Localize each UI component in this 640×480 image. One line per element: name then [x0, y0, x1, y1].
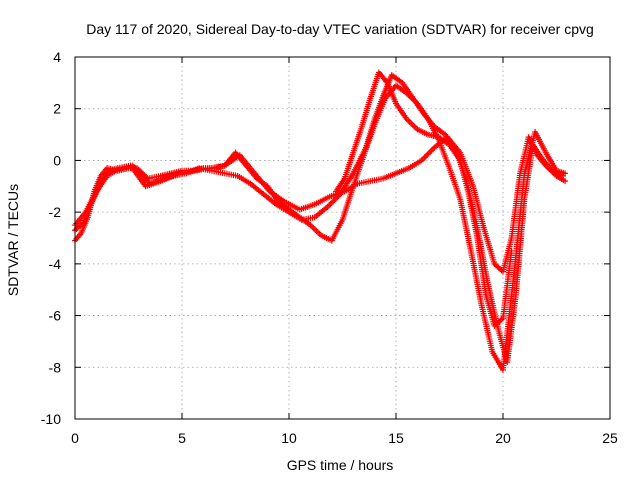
grid-lines — [75, 57, 610, 419]
data-points — [72, 69, 569, 373]
data-point — [508, 247, 515, 254]
y-tick-label: -2 — [49, 204, 62, 220]
series-track-2 — [72, 72, 566, 366]
data-point-interp — [430, 145, 437, 152]
y-tick-label: 2 — [53, 101, 61, 117]
data-point-interp — [424, 151, 431, 158]
y-tick-label: 0 — [53, 152, 61, 168]
x-tick-label: 10 — [281, 430, 297, 446]
data-point-interp — [425, 150, 432, 157]
data-point-interp — [427, 148, 434, 155]
data-point-interp — [327, 201, 334, 208]
chart-title: Day 117 of 2020, Sidereal Day-to-day VTE… — [86, 21, 594, 37]
y-tick-label: 4 — [53, 49, 61, 65]
data-point-interp — [331, 196, 338, 203]
data-point — [562, 178, 569, 185]
x-tick-label: 25 — [602, 430, 618, 446]
x-tick-label: 20 — [495, 430, 511, 446]
axis-ticks: 0 5 10 15 20 25 -10 -8 -6 -4 -2 0 2 4 — [41, 49, 618, 446]
data-point-interp — [428, 147, 435, 154]
data-point-interp — [325, 202, 332, 209]
y-axis-label: SDTVAR / TECUs — [5, 184, 21, 296]
x-axis-label: GPS time / hours — [287, 457, 394, 473]
y-tick-label: -6 — [49, 308, 62, 324]
y-tick-label: -8 — [49, 359, 62, 375]
data-point-interp — [330, 198, 337, 205]
data-point-interp — [328, 199, 335, 206]
x-tick-label: 15 — [388, 430, 404, 446]
data-point-interp — [421, 154, 428, 161]
data-point-interp — [422, 153, 429, 160]
y-tick-label: -10 — [41, 411, 61, 427]
x-tick-label: 0 — [71, 430, 79, 446]
series-track-4 — [333, 69, 515, 329]
plot-frame — [74, 56, 611, 420]
series-track-1 — [72, 82, 569, 373]
x-tick-label: 5 — [178, 430, 186, 446]
series-track-3 — [72, 134, 569, 275]
y-tick-label: -4 — [49, 256, 62, 272]
